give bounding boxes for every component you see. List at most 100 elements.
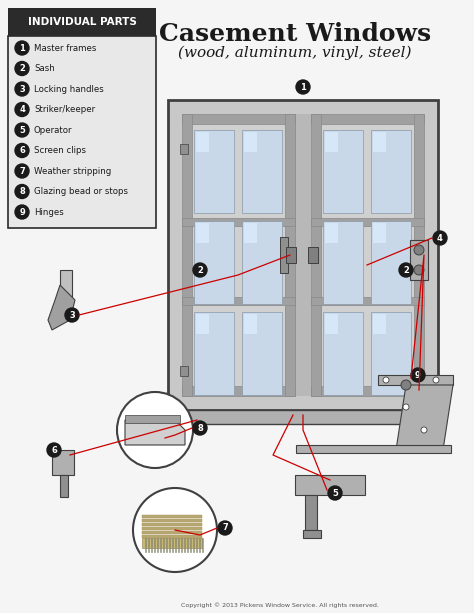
Bar [182,114,424,396]
Text: 8: 8 [197,424,203,433]
Bar [373,314,386,334]
Circle shape [401,380,411,390]
Circle shape [15,82,29,96]
Bar [311,114,424,124]
Bar [311,386,424,396]
Bar [142,515,202,518]
Bar [194,312,234,395]
Bar [180,366,188,376]
Bar [52,450,74,475]
Text: Copyright © 2013 Pickens Window Service. All rights reserved.: Copyright © 2013 Pickens Window Service.… [181,603,379,608]
Text: 9: 9 [19,207,25,216]
Bar [311,218,424,226]
Text: Sash: Sash [34,64,55,73]
Circle shape [47,443,61,457]
Bar [371,221,411,304]
Bar [142,538,202,548]
Polygon shape [396,385,453,450]
Text: 5: 5 [332,489,338,498]
Text: INDIVIDUAL PARTS: INDIVIDUAL PARTS [27,17,137,27]
Circle shape [15,205,29,219]
Bar [286,247,296,263]
Text: Operator: Operator [34,126,73,134]
Polygon shape [125,420,185,445]
Bar [242,312,282,395]
Bar [295,475,365,495]
Circle shape [15,164,29,178]
FancyBboxPatch shape [8,36,156,228]
Bar [305,495,317,530]
Bar [280,237,288,273]
Bar [323,130,363,213]
Bar [371,130,411,213]
Bar [196,132,209,152]
Circle shape [15,123,29,137]
Circle shape [15,41,29,55]
Text: 1: 1 [19,44,25,53]
Text: 4: 4 [19,105,25,114]
Bar [325,223,338,243]
Text: Locking handles: Locking handles [34,85,104,94]
Polygon shape [48,285,75,330]
Bar [194,221,234,304]
Circle shape [15,143,29,158]
Text: 2: 2 [19,64,25,73]
Circle shape [117,392,193,468]
Bar [308,247,318,263]
Text: 6: 6 [19,146,25,155]
Bar [244,132,257,152]
Text: 9: 9 [415,370,421,379]
FancyBboxPatch shape [8,8,156,36]
Text: Glazing bead or stops: Glazing bead or stops [34,187,128,196]
Bar [142,535,202,538]
Text: 7: 7 [222,524,228,533]
Circle shape [15,61,29,75]
Circle shape [133,488,217,572]
Bar [142,523,202,526]
Bar [242,130,282,213]
Bar [125,415,180,423]
Bar [60,270,72,315]
Circle shape [15,102,29,116]
Bar [196,314,209,334]
Text: 7: 7 [19,167,25,175]
Bar [295,114,311,396]
Bar [180,144,188,154]
Circle shape [411,368,425,382]
Bar [182,218,295,226]
Circle shape [296,80,310,94]
Bar [168,100,438,410]
Bar [325,132,338,152]
Circle shape [193,263,207,277]
Bar [285,114,295,396]
Bar [410,240,428,280]
Bar [142,527,202,530]
Bar [60,475,68,497]
Bar [163,410,443,424]
Bar [142,519,202,522]
Circle shape [65,308,79,322]
Bar [311,114,321,396]
Text: (wood, aluminum, vinyl, steel): (wood, aluminum, vinyl, steel) [178,46,412,61]
Text: Weather stripping: Weather stripping [34,167,111,175]
Bar [182,114,192,396]
Circle shape [421,427,427,433]
Circle shape [433,231,447,245]
Circle shape [218,521,232,535]
Circle shape [403,404,409,410]
Bar [244,223,257,243]
Bar [373,132,386,152]
Circle shape [383,377,389,383]
Text: 1: 1 [300,83,306,91]
Bar [323,312,363,395]
Bar [323,221,363,304]
Circle shape [399,263,413,277]
Text: Casement Windows: Casement Windows [159,22,431,46]
Bar [378,375,453,385]
Text: 3: 3 [19,85,25,94]
Bar [182,297,295,305]
Text: 5: 5 [19,126,25,134]
Text: 4: 4 [437,234,443,243]
Circle shape [414,245,424,255]
Text: 8: 8 [19,187,25,196]
